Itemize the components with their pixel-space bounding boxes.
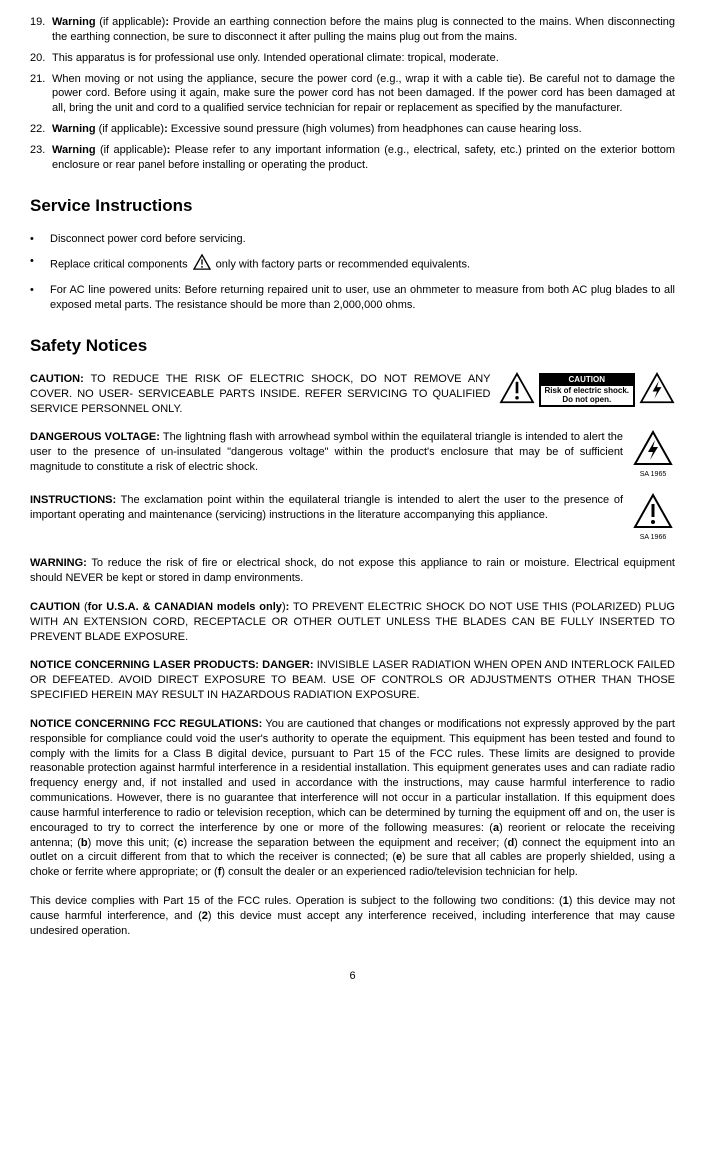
- list-item-21: 21. When moving or not using the applian…: [30, 72, 675, 117]
- condition: (if applicable): [96, 123, 164, 135]
- list-item-23: 23. Warning (if applicable): Please refe…: [30, 143, 675, 173]
- list-content: When moving or not using the appliance, …: [52, 72, 675, 117]
- caution2-label: CAUTION: [30, 601, 80, 613]
- list-content: Warning (if applicable): Excessive sound…: [52, 122, 675, 137]
- dangerous-section: DANGEROUS VOLTAGE: The lightning flash w…: [30, 430, 675, 479]
- service-heading: Service Instructions: [30, 195, 675, 218]
- warning-label: Warning: [52, 123, 96, 135]
- caution-label: CAUTION:: [30, 373, 84, 385]
- warning-label: Warning: [52, 144, 96, 156]
- bullet-content: Replace critical components only with fa…: [50, 254, 675, 275]
- caution2-para: CAUTION (for U.S.A. & CANADIAN models on…: [30, 600, 675, 645]
- fcc-t1: You are cautioned that changes or modifi…: [30, 718, 675, 834]
- list-num: 22.: [30, 122, 52, 137]
- list-num: 23.: [30, 143, 52, 173]
- fcc-b: b: [81, 837, 88, 849]
- instructions-icon-col: SA 1966: [631, 493, 675, 542]
- laser-label: NOTICE CONCERNING LASER PRODUCTS: DANGER…: [30, 659, 314, 671]
- bullet-content: Disconnect power cord before servicing.: [50, 232, 675, 247]
- bullet-item-3: • For AC line powered units: Before retu…: [30, 283, 675, 313]
- condition: (if applicable): [96, 16, 166, 28]
- bullet: •: [30, 232, 50, 247]
- list-content: This apparatus is for professional use o…: [52, 51, 675, 66]
- warning-body: To reduce the risk of fire or electrical…: [30, 557, 675, 584]
- warning-label: Warning: [52, 16, 96, 28]
- caution-icons: CAUTION Risk of electric shock. Do not o…: [499, 372, 675, 409]
- list-num: 20.: [30, 51, 52, 66]
- text-a: Replace critical components: [50, 259, 191, 271]
- instructions-body: The exclamation point within the equilat…: [30, 494, 623, 521]
- dangerous-icon-col: SA 1965: [631, 430, 675, 479]
- fcc-t4: ) increase the separation between the eq…: [183, 837, 507, 849]
- triangle-exclaim-icon: [633, 524, 673, 531]
- fcc-para: NOTICE CONCERNING FCC REGULATIONS: You a…: [30, 717, 675, 880]
- dangerous-text: DANGEROUS VOLTAGE: The lightning flash w…: [30, 430, 623, 479]
- caution-body: TO REDUCE THE RISK OF ELECTRIC SHOCK, DO…: [30, 373, 491, 415]
- sa-label: SA 1965: [631, 470, 675, 479]
- dangerous-label: DANGEROUS VOLTAGE:: [30, 431, 160, 443]
- caution2-label2: for U.S.A. & CANADIAN models only: [88, 601, 282, 613]
- instructions-text: INSTRUCTIONS: The exclamation point with…: [30, 493, 623, 542]
- page-number: 6: [30, 969, 675, 984]
- list-item-20: 20. This apparatus is for professional u…: [30, 51, 675, 66]
- triangle-lightning-icon: [639, 372, 675, 409]
- instructions-label: INSTRUCTIONS:: [30, 494, 116, 506]
- sa-label: SA 1966: [631, 533, 675, 542]
- list-content: Warning (if applicable): Provide an eart…: [52, 15, 675, 45]
- bullet-item-2: • Replace critical components only with …: [30, 254, 675, 275]
- warning-para: WARNING: To reduce the risk of fire or e…: [30, 556, 675, 586]
- text-b: only with factory parts or recommended e…: [213, 259, 470, 271]
- triangle-exclaim-icon: [193, 254, 211, 275]
- bullet: •: [30, 254, 50, 275]
- caution-box-line2: Do not open.: [545, 396, 629, 405]
- caution-box: CAUTION Risk of electric shock. Do not o…: [539, 373, 635, 407]
- fcc-t3: ) move this unit; (: [88, 837, 178, 849]
- fcc-t7: ) consult the dealer or an experienced r…: [221, 866, 578, 878]
- list-content: Warning (if applicable): Please refer to…: [52, 143, 675, 173]
- caution-section: CAUTION: TO REDUCE THE RISK OF ELECTRIC …: [30, 372, 675, 417]
- warning-label: WARNING:: [30, 557, 87, 569]
- caution-box-header: CAUTION: [541, 375, 633, 386]
- complies-para: This device complies with Part 15 of the…: [30, 894, 675, 939]
- list-num: 19.: [30, 15, 52, 45]
- condition: (if applicable): [96, 144, 167, 156]
- list-item-19: 19. Warning (if applicable): Provide an …: [30, 15, 675, 45]
- bullet-item-1: • Disconnect power cord before servicing…: [30, 232, 675, 247]
- caution-text: CAUTION: TO REDUCE THE RISK OF ELECTRIC …: [30, 372, 491, 417]
- triangle-lightning-icon: [633, 461, 673, 468]
- bullet-content: For AC line powered units: Before return…: [50, 283, 675, 313]
- list-text: Excessive sound pressure (high volumes) …: [168, 123, 582, 135]
- list-item-22: 22. Warning (if applicable): Excessive s…: [30, 122, 675, 137]
- complies-t1: This device complies with Part 15 of the…: [30, 895, 563, 907]
- bullet: •: [30, 283, 50, 313]
- laser-para: NOTICE CONCERNING LASER PRODUCTS: DANGER…: [30, 658, 675, 703]
- instructions-section: INSTRUCTIONS: The exclamation point with…: [30, 493, 675, 542]
- list-num: 21.: [30, 72, 52, 117]
- fcc-label: NOTICE CONCERNING FCC REGULATIONS:: [30, 718, 262, 730]
- safety-heading: Safety Notices: [30, 335, 675, 358]
- triangle-exclaim-icon: [499, 372, 535, 409]
